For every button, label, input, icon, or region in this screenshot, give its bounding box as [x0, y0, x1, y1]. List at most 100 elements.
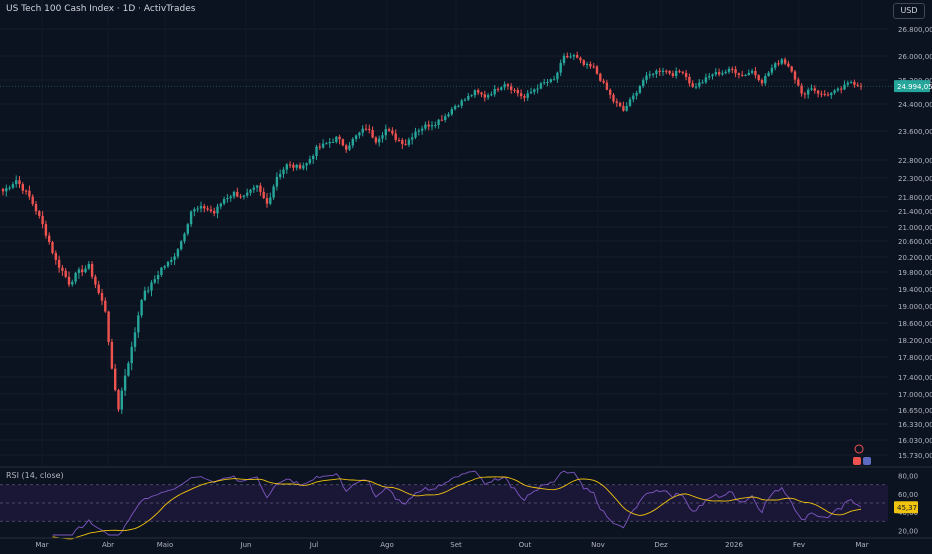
candle-body — [671, 73, 675, 77]
candle-body — [275, 176, 279, 187]
candle-body — [387, 129, 391, 131]
candle-body — [378, 138, 381, 143]
candle-body — [90, 263, 94, 277]
candle-body — [856, 84, 859, 86]
time-tick-label: Jun — [240, 541, 252, 549]
candle-body — [724, 71, 727, 74]
candle-body — [18, 180, 21, 185]
candle-body — [21, 184, 24, 191]
candle-body — [427, 124, 430, 127]
candle-body — [137, 315, 140, 333]
candle-body — [661, 70, 665, 72]
candle-body — [216, 206, 219, 214]
candle-body — [830, 92, 833, 96]
candle-body — [239, 196, 242, 198]
candle-body — [312, 156, 315, 160]
candle-body — [849, 81, 853, 83]
candle-body — [31, 196, 34, 204]
candle-body — [470, 95, 473, 97]
candle-body — [457, 105, 460, 107]
candle-body — [64, 270, 67, 277]
candle-body — [741, 74, 744, 76]
candle-body — [143, 290, 147, 301]
candle-body — [453, 106, 457, 110]
candle-body — [648, 74, 651, 76]
candle-body — [681, 71, 684, 73]
candle-body — [424, 124, 427, 129]
candle-body — [57, 259, 61, 268]
flag-marker-icon — [853, 457, 861, 465]
last-price-box — [894, 80, 930, 93]
currency-button[interactable]: USD — [893, 3, 925, 19]
candle-body — [252, 187, 255, 190]
candle-body — [295, 164, 298, 168]
candle-body — [777, 63, 780, 65]
price-tick-label: 18.200,00 — [898, 337, 932, 345]
candle-body — [717, 72, 721, 75]
candle-body — [358, 132, 361, 136]
candle-body — [510, 86, 513, 90]
candle-body — [150, 282, 153, 291]
candle-body — [750, 70, 754, 73]
candle-body — [285, 164, 288, 170]
price-tick-label: 20.600,00 — [898, 238, 932, 246]
time-axis[interactable]: Mar Abr Maio Jun Jul Ago Set Out Nov Dez 2026 Fev Ma… — [0, 537, 932, 549]
candle-body — [500, 87, 503, 90]
rsi-ma-line — [52, 476, 862, 540]
candle-body — [196, 208, 199, 210]
candle-body — [110, 341, 114, 369]
candle-body — [734, 69, 737, 74]
candle-body — [757, 75, 760, 80]
price-tick-label: 19.400,00 — [898, 286, 932, 294]
price-tick-label: 15.730,00 — [898, 452, 932, 460]
candle-body — [222, 199, 226, 204]
grid-lines — [0, 28, 888, 456]
candle-body — [549, 79, 552, 83]
candle-body — [87, 263, 90, 269]
time-tick-label: Set — [450, 541, 462, 549]
candle-body — [483, 94, 486, 98]
candle-body — [397, 140, 401, 142]
event-markers[interactable] — [853, 444, 871, 465]
last-price-label: 24.994,05 — [897, 83, 932, 91]
candle-body — [229, 196, 232, 199]
candle-body — [437, 119, 440, 125]
candle-body — [585, 63, 589, 65]
candle-body — [566, 55, 569, 58]
candle-body — [166, 261, 170, 267]
candle-body — [780, 59, 783, 64]
candle-body — [120, 390, 123, 410]
candle-body — [579, 57, 582, 61]
candle-body — [298, 164, 302, 169]
candle-body — [94, 276, 97, 285]
candle-body — [516, 90, 519, 94]
candle-body — [708, 76, 711, 78]
candle-body — [853, 81, 856, 85]
candle-body — [8, 187, 11, 189]
candle-body — [790, 66, 793, 72]
candle-body — [345, 145, 348, 150]
price-tick-label: 17.400,00 — [898, 374, 932, 382]
candle-body — [744, 75, 747, 77]
candle-body — [833, 90, 836, 93]
candle-body — [236, 191, 239, 197]
candle-body — [255, 185, 259, 188]
price-tick-label: 22.800,00 — [898, 157, 932, 165]
candle-body — [665, 70, 668, 72]
candle-body — [618, 102, 622, 107]
candle-body — [156, 274, 160, 280]
candle-body — [576, 55, 579, 58]
rsi-last-box — [894, 501, 918, 514]
candle-body — [615, 101, 618, 103]
candle-body — [503, 84, 506, 88]
candle-body — [219, 203, 222, 207]
candle-body — [569, 56, 572, 58]
candle-body — [592, 66, 595, 68]
candle-body — [622, 106, 625, 111]
price-tick-label: 24.400,00 — [898, 101, 932, 109]
candle-body — [797, 79, 800, 86]
candle-body — [265, 198, 269, 204]
candle-body — [460, 100, 463, 106]
